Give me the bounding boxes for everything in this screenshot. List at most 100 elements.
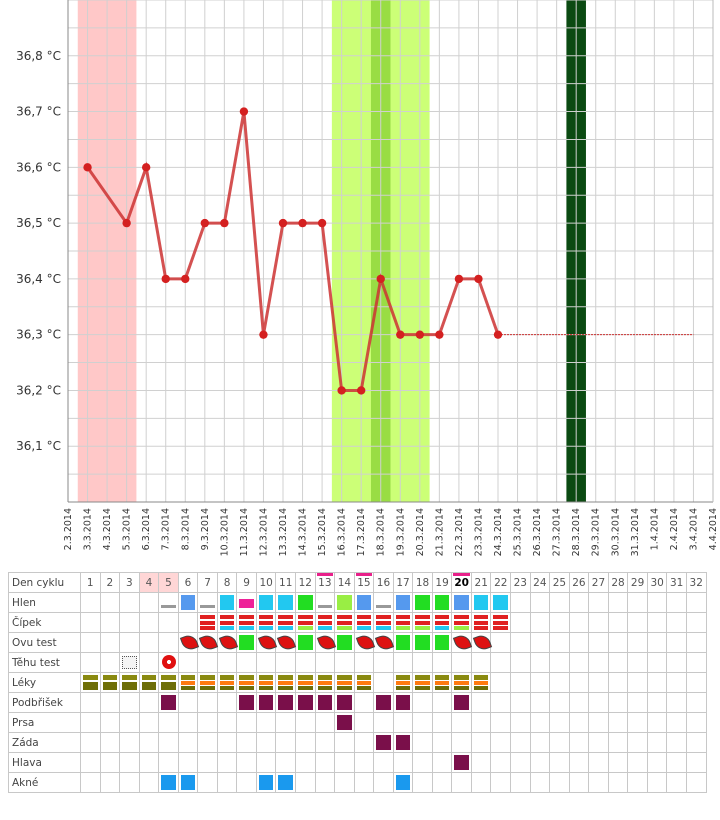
meds-stripe — [278, 681, 294, 685]
row-cell — [138, 692, 160, 713]
row-cell — [275, 732, 297, 753]
row-cell — [510, 612, 531, 633]
row-cell — [510, 672, 531, 693]
row-cell — [314, 592, 336, 613]
row-cell — [568, 672, 590, 693]
row-cell — [568, 612, 590, 633]
row-cell — [412, 712, 433, 733]
row-cell — [373, 592, 394, 613]
day-cell: 23 — [510, 572, 531, 593]
day-cell: 3 — [119, 572, 140, 593]
cervix-stripe — [415, 621, 430, 625]
marker-cyan — [219, 595, 235, 610]
row-cell — [177, 732, 199, 753]
x-tick-label: 7.3.2014 — [161, 508, 172, 550]
meds-stripe — [337, 686, 352, 690]
row-cell — [197, 772, 218, 793]
row-cell — [412, 772, 433, 793]
cervix-stripe — [454, 621, 469, 625]
table-row: Ovu test — [8, 632, 707, 653]
row-cell — [158, 672, 179, 693]
marker-cyan — [493, 595, 509, 610]
row-cell — [431, 712, 453, 733]
row-cell — [295, 592, 316, 613]
row-cell — [549, 752, 570, 773]
row-cell — [80, 732, 101, 753]
meds-stripe — [434, 681, 450, 685]
y-tick-label: 36,4 °C — [16, 272, 61, 286]
y-axis-ticks: 36,1 °C 36,2 °C 36,3 °C 36,4 °C 36,5 °C 36,6 … — [16, 49, 61, 453]
row-cell — [334, 692, 355, 713]
row-cell — [353, 632, 375, 653]
meds-stripe — [239, 681, 254, 685]
marker-plum — [298, 695, 313, 710]
row-cell — [138, 652, 160, 673]
row-cell — [353, 592, 375, 613]
row-cell — [666, 732, 687, 753]
y-tick-label: 36,5 °C — [16, 216, 61, 230]
row-cell — [197, 732, 218, 753]
row-cell — [646, 632, 668, 653]
day-cell: 16 — [373, 572, 394, 593]
row-cell — [275, 652, 297, 673]
marker-green — [337, 635, 352, 650]
row-cell — [470, 672, 492, 693]
row-cell — [314, 692, 336, 713]
ovu-test-positive-icon — [355, 632, 375, 653]
ovu-test-positive-icon — [375, 632, 395, 653]
cervix-stripe — [239, 621, 254, 625]
row-cell — [177, 652, 199, 673]
marker-blue — [180, 595, 196, 610]
meds-stripe — [434, 686, 450, 690]
cervix-stripe — [278, 621, 294, 625]
row-cell — [119, 652, 140, 673]
row-cell — [431, 652, 453, 673]
x-axis-ticks: 2.3.2014 3.3.2014 4.3.2014 5.3.2014 6.3.2014… — [63, 508, 719, 556]
row-cell — [568, 592, 590, 613]
day-cell: 24 — [529, 572, 551, 593]
row-cell — [119, 632, 140, 653]
row-cell — [510, 652, 531, 673]
meds-stripe — [161, 682, 176, 690]
row-cell — [588, 612, 609, 633]
cervix-stripe — [356, 621, 372, 625]
pregnancy-test-flower-icon — [162, 655, 177, 669]
row-cell — [490, 612, 512, 633]
row-cell — [666, 592, 687, 613]
row-cell — [177, 692, 199, 713]
row-cell — [510, 772, 531, 793]
meds-stripe — [219, 675, 235, 680]
x-tick-label: 19.3.2014 — [395, 508, 406, 556]
row-cell — [685, 592, 707, 613]
x-tick-label: 18.3.2014 — [376, 508, 387, 556]
data-point — [337, 386, 346, 395]
row-cell — [197, 652, 218, 673]
row-cell — [685, 672, 707, 693]
row-cell — [685, 772, 707, 793]
x-tick-label: 27.3.2014 — [552, 508, 563, 556]
meds-stripe — [317, 675, 333, 680]
meds-stripe — [200, 675, 215, 680]
marker-green — [434, 635, 450, 650]
marker-azure — [258, 775, 274, 790]
x-tick-label: 3.4.2014 — [688, 508, 699, 550]
row-cell — [529, 692, 551, 713]
table-row: Hlava — [8, 752, 707, 773]
row-cell — [549, 612, 570, 633]
temperature-series — [83, 107, 694, 395]
row-cell — [197, 632, 219, 653]
cervix-stripe — [376, 615, 391, 619]
row-cell — [99, 672, 121, 693]
row-cell — [373, 772, 394, 793]
day-cell: 18 — [412, 572, 433, 593]
x-tick-label: 17.3.2014 — [356, 508, 367, 556]
row-cell — [451, 632, 473, 653]
ovu-test-positive-icon — [277, 632, 297, 653]
row-cell — [666, 712, 687, 733]
row-cell — [568, 772, 590, 793]
meds-stripe — [454, 686, 469, 690]
row-cell — [119, 732, 140, 753]
row-cell — [646, 652, 668, 673]
marker-green — [395, 635, 411, 650]
row-cell — [80, 752, 101, 773]
